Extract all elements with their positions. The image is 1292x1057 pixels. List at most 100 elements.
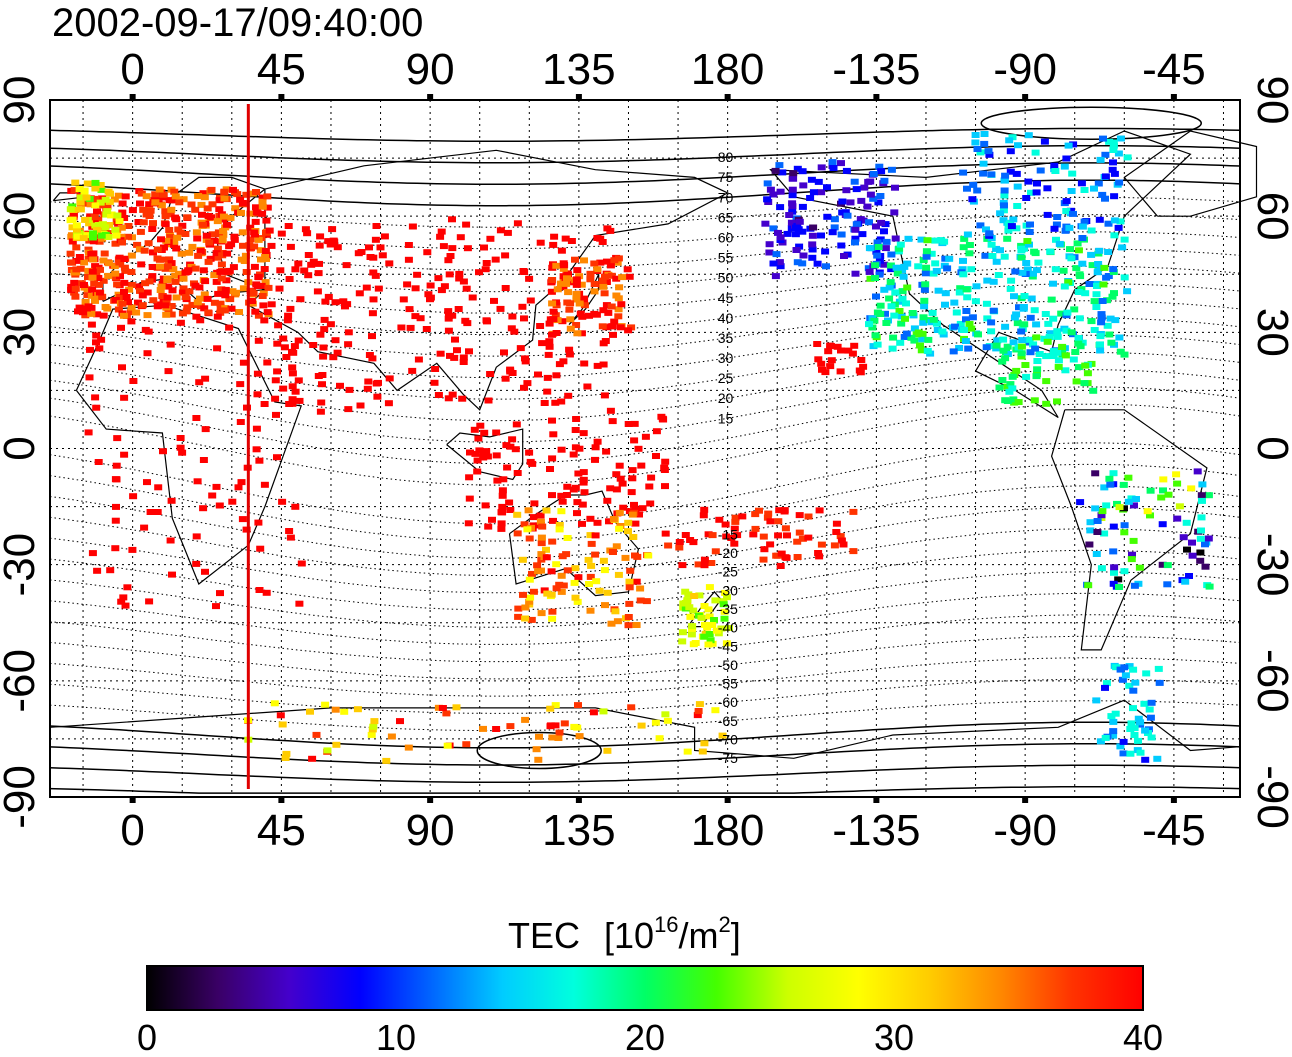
tec-sample (87, 292, 96, 299)
tec-sample (1102, 502, 1111, 509)
tec-sample (976, 222, 985, 229)
tec-sample (1093, 283, 1101, 289)
tec-sample (598, 239, 607, 245)
tec-sample (255, 587, 264, 593)
tec-sample (1049, 315, 1058, 322)
tec-sample (813, 260, 822, 267)
tec-sample (789, 175, 798, 182)
tec-sample (526, 297, 535, 304)
tec-sample (652, 453, 660, 459)
tec-sample (332, 741, 341, 748)
tec-sample (385, 375, 394, 382)
tec-sample (1014, 142, 1022, 149)
tec-sample (88, 550, 97, 557)
tec-sample (331, 337, 340, 344)
tec-sample (1185, 573, 1193, 579)
tec-sample (1108, 293, 1117, 300)
tec-sample (1004, 227, 1013, 234)
tec-sample (765, 249, 774, 256)
tec-sample (1114, 150, 1123, 157)
tec-sample (212, 603, 220, 610)
tec-sample (464, 520, 473, 527)
tec-sample (536, 323, 545, 329)
tec-sample (849, 548, 858, 555)
tec-sample (113, 435, 122, 442)
tec-sample (1096, 156, 1105, 163)
tec-sample (636, 597, 645, 604)
tec-sample (288, 364, 297, 371)
tec-sample (789, 170, 798, 177)
tec-sample (160, 244, 168, 251)
tec-sample (121, 602, 130, 609)
tec-sample (578, 313, 587, 320)
tec-sample (963, 185, 971, 192)
tec-sample (308, 755, 317, 762)
tec-sample (481, 502, 490, 509)
tec-sample (700, 633, 709, 640)
tec-observations (66, 131, 1214, 764)
tec-sample (921, 281, 930, 288)
tec-sample (590, 288, 599, 295)
tec-sample (1081, 362, 1090, 369)
tec-sample (1064, 279, 1073, 286)
tec-sample (795, 218, 804, 225)
tec-sample (792, 247, 801, 253)
tec-sample (501, 252, 510, 259)
tec-sample (642, 598, 651, 605)
tec-sample (285, 276, 294, 282)
tec-sample (92, 332, 101, 339)
tec-sample (602, 302, 611, 309)
tec-sample (226, 296, 235, 303)
tec-sample (148, 264, 157, 270)
tec-sample (1120, 274, 1129, 281)
right-lat-tick-label: 60 (1248, 192, 1292, 241)
tec-sample (989, 307, 998, 314)
tec-sample (1043, 211, 1052, 218)
tec-sample (962, 316, 970, 323)
tec-sample (962, 286, 971, 293)
contour-label: -20 (718, 545, 738, 561)
tec-sample (903, 260, 912, 267)
tec-sample (1022, 260, 1031, 266)
tec-sample (103, 305, 112, 312)
tec-sample (124, 299, 132, 306)
tec-sample (1033, 366, 1042, 373)
tec-sample (1204, 535, 1213, 542)
tec-sample (1008, 134, 1017, 141)
tec-sample (176, 435, 185, 441)
tec-sample (176, 319, 185, 326)
tec-sample (1098, 298, 1107, 304)
tec-sample (907, 334, 916, 341)
tec-sample (985, 151, 994, 158)
tec-sample (630, 420, 639, 427)
tec-sample (720, 615, 729, 622)
tec-sample (695, 592, 704, 599)
tec-sample (500, 349, 508, 356)
tec-sample (562, 280, 571, 287)
tec-sample (956, 285, 965, 292)
tec-sample (1114, 576, 1123, 583)
tec-sample (959, 257, 967, 264)
tec-sample (490, 297, 498, 304)
tec-sample (157, 283, 166, 290)
tec-sample (678, 562, 687, 569)
tec-sample (465, 348, 473, 355)
tec-sample (260, 266, 269, 272)
tec-sample (1120, 505, 1128, 512)
tec-sample (715, 516, 724, 523)
tec-sample (161, 213, 170, 220)
tec-sample (101, 201, 110, 208)
tec-sample (229, 186, 237, 193)
tec-sample (545, 338, 554, 345)
tec-sample (85, 220, 94, 227)
tec-sample (81, 216, 90, 223)
tec-sample (1007, 223, 1016, 230)
tec-sample (275, 285, 284, 292)
tec-sample (868, 324, 877, 331)
tec-sample (611, 608, 620, 615)
tec-sample (1009, 339, 1018, 346)
tec-sample (723, 594, 731, 601)
tec-sample (859, 363, 868, 370)
tec-sample (1142, 670, 1151, 677)
tec-sample (501, 375, 510, 382)
